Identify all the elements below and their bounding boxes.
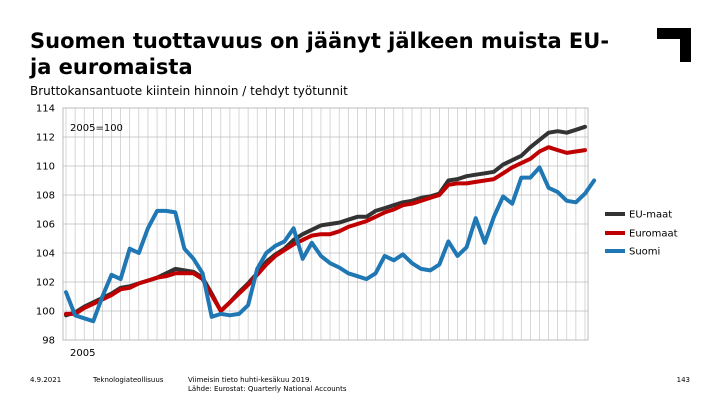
legend-label: EU-maat [629, 210, 672, 221]
footer-source-note: Viimeisin tieto huhti-kesäkuu 2019. Lähd… [188, 376, 347, 394]
y-axis: 98 100 102 104 106 108 110 112 114 [36, 104, 55, 347]
footer-date: 4.9.2021 [30, 376, 62, 384]
chart-legend: EU-maat Euromaat Suomi [605, 210, 678, 258]
footer-note-line-2: Lähde: Eurostat: Quarterly National Acco… [188, 385, 347, 393]
page-number: 143 [676, 376, 690, 384]
y-tick-label: 98 [42, 336, 55, 347]
y-tick-label: 102 [36, 278, 55, 289]
footer-organization: Teknologiateollisuus [93, 376, 164, 384]
y-tick-label: 108 [36, 191, 55, 202]
series-line-suomi [64, 165, 597, 324]
y-tick-label: 104 [36, 249, 55, 260]
legend-label: Suomi [629, 247, 660, 258]
y-tick-label: 100 [36, 307, 55, 318]
y-tick-label: 114 [36, 104, 55, 115]
chart-annotation: 2005=100 [70, 123, 123, 134]
chart-series [64, 124, 597, 324]
legend-label: Euromaat [629, 229, 678, 240]
y-tick-label: 112 [36, 133, 55, 144]
x-axis-start-label: 2005 [70, 348, 95, 359]
series-line-euro [64, 145, 587, 316]
y-tick-label: 106 [36, 220, 55, 231]
y-tick-label: 110 [36, 162, 55, 173]
series-line-eu [64, 124, 587, 318]
page-title: Suomen tuottavuus on jäänyt jälkeen muis… [30, 29, 610, 79]
brand-logo-icon [657, 28, 691, 62]
chart-subtitle: Bruttokansantuote kiintein hinnoin / teh… [30, 84, 348, 98]
footer-note-line-1: Viimeisin tieto huhti-kesäkuu 2019. [188, 376, 312, 384]
